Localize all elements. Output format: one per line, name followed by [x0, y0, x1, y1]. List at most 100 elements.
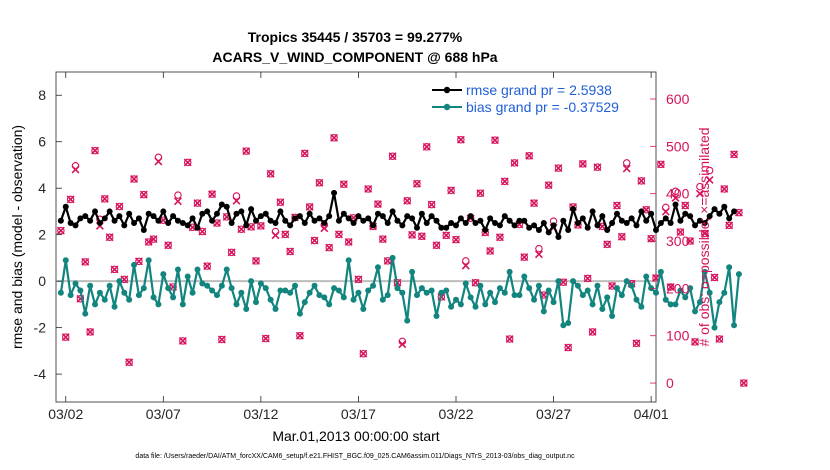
- obs-possible-point: [676, 228, 685, 236]
- obs-assimilated-point: [603, 240, 612, 249]
- obs-assimilated-point: [486, 247, 495, 255]
- rmse-point: [340, 210, 347, 217]
- obs-possible-point: [447, 186, 455, 195]
- obs-assimilated-point: [149, 235, 158, 244]
- rmse-point: [667, 220, 674, 227]
- obs-assimilated-point: [622, 164, 631, 173]
- bias-point: [331, 285, 338, 292]
- rmse-point: [672, 201, 679, 208]
- rmse-point: [526, 224, 533, 231]
- rmse-point: [57, 217, 64, 224]
- bias-point: [667, 301, 674, 308]
- rmse-point: [565, 227, 572, 234]
- bias-point: [477, 282, 484, 289]
- rmse-point: [277, 208, 284, 215]
- rmse-point: [345, 215, 352, 222]
- rmse-series-layer: [57, 189, 738, 240]
- obs-possible-point: [696, 182, 704, 191]
- obs-possible-point: [452, 235, 460, 244]
- bias-point: [545, 287, 552, 294]
- bias-point: [101, 296, 108, 303]
- x-axis-label: Mar.01,2013 00:00:00 start: [272, 428, 439, 444]
- obs-assimilated-point: [173, 197, 182, 206]
- obs-assimilated-point: [256, 221, 265, 230]
- obs-possible-point: [476, 189, 485, 197]
- rmse-point: [218, 201, 225, 208]
- obs-assimilated-point: [617, 232, 626, 241]
- obs-possible-point: [252, 257, 260, 265]
- rmse-point: [413, 224, 420, 231]
- obs-possible-point: [198, 227, 207, 236]
- bias-point: [238, 289, 245, 296]
- rmse-point: [443, 224, 450, 231]
- obs-possible-point: [359, 349, 368, 358]
- bias-point: [472, 303, 479, 310]
- obs-assimilated-point: [115, 202, 124, 211]
- x-tick-label: 03/22: [438, 406, 473, 422]
- rmse-point: [496, 222, 503, 229]
- rmse-point: [653, 227, 659, 234]
- rmse-point: [384, 220, 391, 227]
- y-tick-label-right: 100: [666, 328, 690, 344]
- rmse-point: [82, 213, 89, 220]
- rmse-point: [682, 210, 689, 217]
- obs-assimilated-point: [398, 340, 407, 349]
- rmse-point: [360, 217, 367, 224]
- rmse-point: [209, 217, 216, 224]
- obs-assimilated-point: [442, 231, 451, 240]
- bias-point: [462, 280, 469, 287]
- obs-possible-point: [701, 229, 709, 238]
- bias-point: [311, 282, 318, 289]
- obs-possible-point: [266, 170, 275, 178]
- rmse-point: [87, 217, 94, 224]
- obs-possible-point: [135, 257, 143, 266]
- obs-assimilated-point: [325, 243, 334, 252]
- y-tick-label-right: 0: [666, 375, 674, 391]
- rmse-point: [506, 217, 513, 224]
- bias-point: [399, 289, 406, 296]
- bias-point: [453, 296, 459, 303]
- rmse-point: [189, 215, 196, 222]
- obs-possible-point: [681, 201, 690, 210]
- bias-point: [560, 322, 567, 329]
- rmse-point: [140, 227, 147, 234]
- rmse-point: [404, 213, 411, 220]
- obs-assimilated-point: [276, 198, 285, 207]
- obs-possible-point: [86, 328, 94, 336]
- obs-assimilated-point: [666, 282, 675, 291]
- bias-point: [296, 310, 303, 317]
- obs-assimilated-point: [632, 339, 641, 348]
- bias-point: [443, 287, 450, 294]
- obs-possible-point: [544, 181, 553, 189]
- obs-assimilated-point: [637, 176, 646, 185]
- obs-assimilated-point: [676, 228, 685, 236]
- obs-possible-point: [505, 335, 514, 343]
- rmse-point: [687, 213, 694, 220]
- obs-assimilated-point: [373, 200, 382, 209]
- rmse-point: [516, 217, 523, 224]
- bias-point: [526, 285, 533, 292]
- obs-possible-point: [325, 243, 333, 252]
- obs-possible-point: [140, 190, 148, 199]
- bias-point: [82, 310, 89, 317]
- rmse-point: [92, 208, 99, 215]
- obs-assimilated-point: [730, 150, 739, 159]
- obs-possible-point: [262, 334, 270, 343]
- rmse-point: [350, 220, 357, 227]
- rmse-point: [692, 222, 699, 229]
- obs-possible-point: [388, 152, 397, 161]
- obs-possible-point: [344, 238, 353, 246]
- obs-count-layer: [56, 133, 748, 388]
- obs-possible-point: [520, 253, 529, 261]
- obs-possible-point: [110, 265, 119, 274]
- rmse-point: [648, 210, 655, 217]
- obs-assimilated-point: [447, 186, 456, 195]
- obs-assimilated-point: [305, 202, 314, 211]
- y-tick-label-right: 400: [666, 186, 690, 202]
- bias-point: [687, 285, 694, 292]
- obs-possible-point: [91, 146, 99, 155]
- rmse-point: [150, 213, 157, 220]
- y-axis-label-right: # of obs: o=possible; ×=assimilated: [696, 127, 712, 346]
- rmse-point: [213, 210, 220, 217]
- obs-assimilated-point: [203, 262, 212, 271]
